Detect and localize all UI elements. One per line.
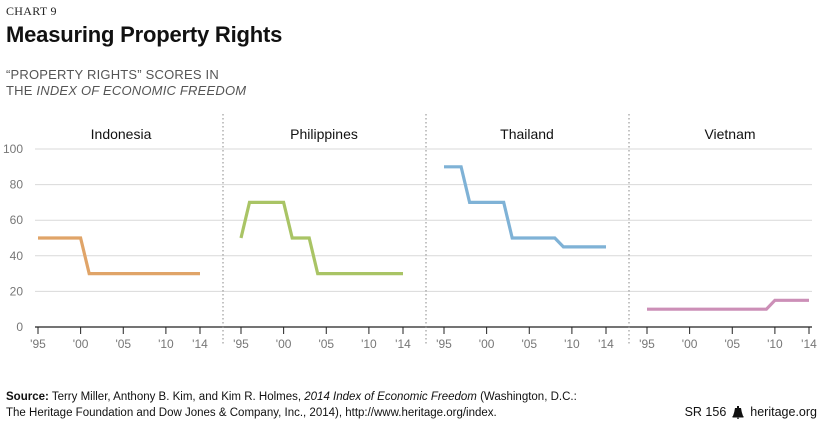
y-tick-label: 60 [10, 213, 24, 227]
source-text-1: Terry Miller, Anthony B. Kim, and Kim R.… [48, 391, 305, 403]
source-line-1: Source: Terry Miller, Anthony B. Kim, an… [6, 389, 606, 405]
x-tick-label: '95 [233, 337, 249, 351]
source-line-2: The Heritage Foundation and Dow Jones & … [6, 407, 497, 419]
panel-label: Vietnam [704, 126, 755, 142]
subtitle-prefix: THE [6, 83, 37, 98]
x-tick-label: '95 [30, 337, 46, 351]
y-tick-label: 40 [10, 249, 24, 263]
panel-label: Philippines [290, 126, 358, 142]
subtitle-italic: INDEX OF ECONOMIC FREEDOM [36, 83, 247, 98]
y-tick-label: 20 [10, 284, 24, 298]
x-tick-label: '14 [192, 337, 208, 351]
chart-area: 0 20 40 60 80 100 Indonesia '95 '00 '05 '10 '14 Phil… [3, 114, 817, 351]
x-tick-label: '00 [479, 337, 495, 351]
subtitle-line-1: “PROPERTY RIGHTS” SCORES IN [6, 67, 219, 82]
subtitle-line-2: THE INDEX OF ECONOMIC FREEDOM [6, 83, 246, 99]
x-tick-label: '14 [395, 337, 411, 351]
source-note: Source: Terry Miller, Anthony B. Kim, an… [6, 389, 606, 421]
x-tick-label: '14 [801, 337, 817, 351]
x-tick-label: '00 [276, 337, 292, 351]
x-tick-label: '05 [521, 337, 537, 351]
chart-title: Measuring Property Rights [6, 22, 283, 47]
y-tick-label: 0 [16, 320, 23, 334]
series-line-indonesia [38, 236, 200, 276]
x-tick-label: '05 [115, 337, 131, 351]
x-tick-label: '05 [724, 337, 740, 351]
x-tick-label: '10 [361, 337, 377, 351]
chart-number: CHART 9 [6, 4, 57, 18]
x-tick-label: '10 [767, 337, 783, 351]
source-text-2: (Washington, D.C.: [476, 391, 577, 403]
x-tick-label: '95 [436, 337, 452, 351]
report-info: SR 156 heritage.org [685, 405, 817, 419]
series-line-thailand [444, 165, 606, 249]
source-italic: 2014 Index of Economic Freedom [304, 391, 477, 403]
x-tick-label: '00 [73, 337, 89, 351]
x-tick-label: '10 [158, 337, 174, 351]
panel-label: Thailand [500, 126, 554, 142]
x-tick-label: '00 [682, 337, 698, 351]
y-tick-label: 80 [10, 178, 24, 192]
x-tick-label: '10 [564, 337, 580, 351]
chart-subtitle: “PROPERTY RIGHTS” SCORES IN THE INDEX OF… [6, 67, 246, 99]
liberty-bell-icon [732, 405, 744, 419]
report-id: SR 156 [684, 405, 727, 419]
source-label: Source: [6, 391, 49, 403]
x-tick-label: '05 [318, 337, 334, 351]
site-link[interactable]: heritage.org [750, 405, 817, 419]
x-tick-label: '14 [598, 337, 614, 351]
panel-label: Indonesia [91, 126, 152, 142]
series-line-philippines [239, 200, 403, 276]
y-tick-label: 100 [3, 142, 23, 156]
series-line-vietnam [647, 298, 809, 311]
x-tick-label: '95 [639, 337, 655, 351]
